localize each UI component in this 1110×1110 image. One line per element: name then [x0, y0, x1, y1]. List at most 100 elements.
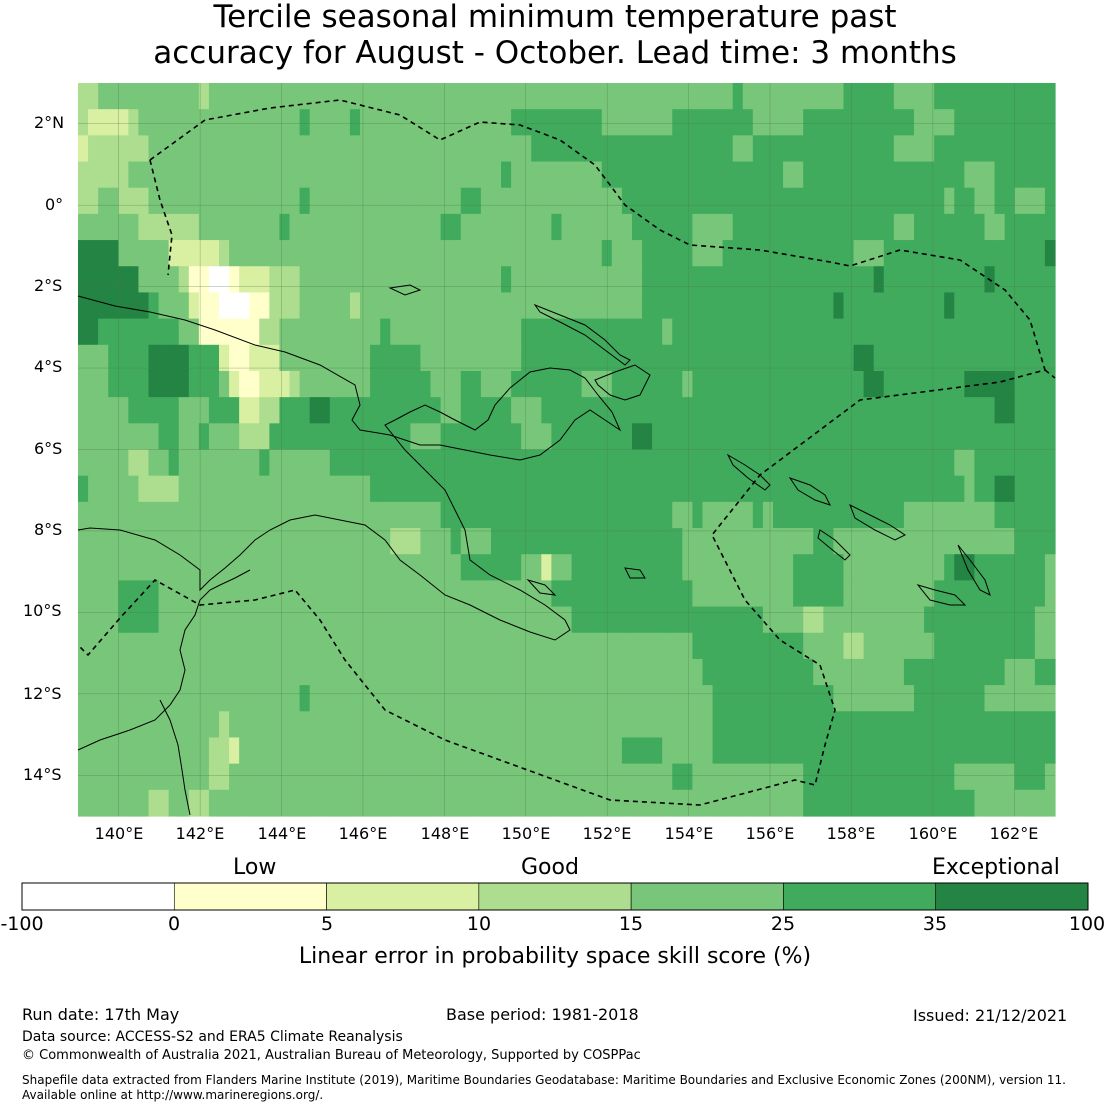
skill-cell — [138, 554, 150, 581]
skill-cell — [762, 397, 774, 424]
skill-cell — [400, 554, 411, 581]
skill-cell — [611, 685, 623, 712]
skill-cell — [863, 632, 875, 660]
skill-cell — [88, 370, 99, 398]
skill-cell — [712, 213, 724, 241]
skill-cell — [440, 554, 452, 581]
skill-cell — [349, 554, 361, 581]
skill-cell — [249, 554, 260, 581]
skill-cell — [903, 213, 915, 241]
skill-cell — [329, 344, 341, 372]
skill-cell — [98, 763, 109, 791]
skill-cell — [682, 109, 693, 136]
skill-cell — [289, 266, 301, 294]
skill-cell — [762, 475, 774, 503]
skill-cell — [349, 789, 361, 817]
skill-cell — [772, 109, 784, 136]
skill-cell — [873, 187, 885, 215]
skill-cell — [128, 135, 140, 163]
skill-cell — [642, 632, 653, 660]
skill-cell — [138, 475, 150, 503]
skill-cell — [249, 449, 260, 477]
skill-cell — [823, 135, 835, 163]
skill-cell — [954, 685, 965, 712]
skill-cell — [712, 580, 724, 608]
skill-cell — [1004, 344, 1016, 372]
skill-cell — [219, 83, 230, 110]
skill-cell — [913, 501, 925, 529]
skill-cell — [521, 135, 532, 163]
shapefile-credit: Shapefile data extracted from Flanders M… — [22, 1073, 1066, 1087]
skill-cell — [309, 187, 321, 215]
colorbar-segment — [173, 882, 327, 911]
skill-cell — [883, 789, 895, 817]
skill-cell — [229, 266, 240, 294]
skill-cell — [843, 240, 855, 267]
skill-cell — [924, 475, 935, 503]
skill-cell — [440, 606, 452, 634]
skill-cell — [158, 187, 170, 215]
skill-cell — [1044, 187, 1056, 215]
skill-cell — [329, 554, 341, 581]
skill-cell — [1004, 240, 1016, 267]
skill-cell — [571, 423, 583, 451]
skill-cell — [732, 475, 744, 503]
skill-cell — [360, 475, 371, 503]
skill-cell — [813, 449, 824, 477]
skill-cell — [1004, 213, 1016, 241]
skill-cell — [581, 449, 593, 477]
skill-cell — [400, 737, 411, 765]
skill-cell — [541, 554, 552, 581]
skill-cell — [652, 528, 663, 555]
new-britain-coastline — [594, 364, 651, 401]
skill-cell — [460, 737, 472, 765]
skill-cell — [88, 685, 99, 712]
skill-cell — [712, 475, 724, 503]
skill-cell — [924, 449, 935, 477]
issued-date: Issued: 21/12/2021 — [913, 1006, 1068, 1025]
skill-cell — [823, 580, 835, 608]
skill-cell — [752, 685, 764, 712]
skill-cell — [1004, 580, 1016, 608]
skill-cell — [1034, 763, 1046, 791]
skill-cell — [944, 135, 955, 163]
skill-cell — [98, 789, 109, 817]
skill-cell — [531, 528, 542, 555]
skill-cell — [279, 632, 291, 660]
skill-cell — [158, 737, 170, 765]
skill-cell — [319, 423, 331, 451]
skill-cell — [88, 475, 99, 503]
skill-cell — [128, 344, 140, 372]
skill-cell — [168, 240, 180, 267]
skill-cell — [772, 475, 784, 503]
skill-cell — [440, 266, 452, 294]
skill-cell — [964, 423, 976, 451]
skill-cell — [964, 501, 976, 529]
skill-cell — [843, 528, 855, 555]
skill-cell — [168, 266, 180, 294]
skill-cell — [118, 554, 129, 581]
skill-cell — [621, 528, 633, 555]
skill-cell — [380, 554, 391, 581]
skill-cell — [349, 528, 361, 555]
skill-cell — [450, 187, 462, 215]
skill-cell — [168, 606, 180, 634]
skill-cell — [400, 397, 411, 424]
category-low: Low — [233, 855, 277, 880]
skill-cell — [501, 266, 512, 294]
skill-cell — [128, 397, 140, 424]
skill-cell — [833, 658, 845, 686]
skill-cell — [561, 449, 573, 477]
skill-cell — [692, 318, 704, 346]
skill-cell — [702, 292, 714, 320]
skill-cell — [1044, 213, 1056, 241]
skill-cell — [541, 423, 552, 451]
skill-cell — [883, 475, 895, 503]
skill-cell — [964, 135, 976, 163]
skill-cell — [662, 658, 673, 686]
skill-cell — [480, 501, 492, 529]
skill-cell — [269, 397, 281, 424]
skill-cell — [450, 685, 462, 712]
skill-cell — [360, 658, 371, 686]
skill-cell — [319, 658, 331, 686]
